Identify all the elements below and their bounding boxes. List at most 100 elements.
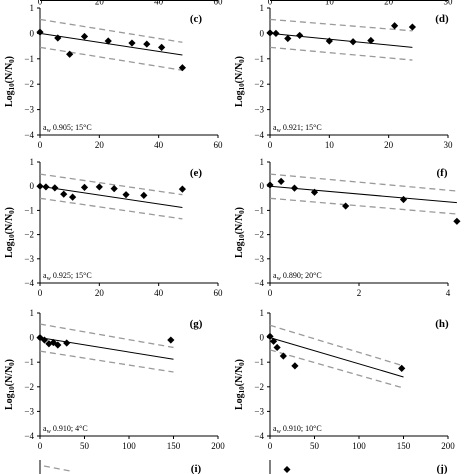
- data-point: [290, 184, 299, 192]
- data-point: [296, 31, 304, 40]
- data-point: [42, 183, 50, 191]
- model-fit-line: [269, 32, 413, 48]
- data-point: [277, 177, 285, 185]
- data-point: [178, 185, 186, 193]
- y-tick-label: 1: [260, 308, 265, 318]
- data-point: [143, 40, 151, 48]
- data-point: [266, 332, 274, 340]
- data-point: [391, 22, 399, 30]
- x-tick-label: 0: [268, 441, 273, 451]
- model-fit-line: [39, 32, 183, 56]
- data-point: [122, 191, 130, 199]
- panel-label-i: (i): [191, 463, 202, 474]
- y-tick-label: 1: [260, 157, 265, 167]
- y-tick-label: −2: [24, 230, 34, 240]
- y-axis-label: Log10(N/N0): [4, 359, 16, 410]
- panel-label: (e): [190, 167, 203, 179]
- y-axis-label: Log10(N/N0): [234, 359, 246, 410]
- data-point: [178, 64, 186, 72]
- upper-confidence-line: [39, 323, 174, 349]
- y-tick-label: −2: [254, 79, 264, 89]
- x-tick-label: 0: [38, 140, 43, 150]
- y-tick-label: 0: [30, 181, 35, 191]
- data-point: [54, 341, 62, 349]
- lower-confidence-line: [39, 197, 183, 220]
- y-tick-label: −1: [24, 357, 34, 367]
- data-point: [399, 195, 408, 204]
- x-tick-label: 4: [446, 288, 451, 298]
- data-point: [272, 29, 280, 37]
- panel-label: (h): [435, 318, 449, 330]
- model-fit-line: [269, 185, 457, 204]
- x-tick-label: 200: [441, 441, 455, 451]
- x-tick-label: 10: [325, 140, 335, 150]
- y-tick-label: −4: [24, 431, 34, 441]
- y-tick-label: 1: [30, 3, 35, 13]
- data-point: [69, 193, 77, 201]
- data-point: [266, 181, 274, 189]
- data-point: [310, 188, 319, 196]
- model-fit-line: [39, 185, 183, 208]
- condition-annotation: aw 0.910; 10°C: [273, 424, 322, 435]
- x-tick-label: 20: [95, 288, 105, 298]
- x-tick-label: 60: [214, 140, 224, 150]
- x-tick-label: 40: [154, 140, 164, 150]
- data-point: [342, 202, 350, 210]
- data-point: [128, 39, 136, 47]
- y-axis-label: Log10(N/N0): [234, 56, 246, 107]
- y-tick-label: 0: [30, 28, 35, 38]
- y-tick-label: −3: [24, 254, 34, 264]
- x-tick-label: 40: [154, 288, 164, 298]
- y-tick-label: −3: [254, 254, 264, 264]
- panel-label: (g): [190, 318, 203, 330]
- y-tick-label: −1: [254, 357, 264, 367]
- data-point: [325, 37, 333, 45]
- data-point: [95, 183, 103, 191]
- data-point: [273, 343, 281, 352]
- upper-confidence-line: [39, 173, 183, 196]
- x-tick-label: 2: [357, 288, 362, 298]
- condition-annotation: aw 0.905; 15°C: [43, 123, 92, 134]
- y-tick-label: −1: [254, 205, 264, 215]
- data-point: [80, 183, 89, 192]
- data-point: [36, 182, 44, 190]
- upper-confidence-line: [269, 324, 404, 367]
- x-tick-label: 20: [95, 140, 105, 150]
- top-strip-tick-label: 40: [154, 0, 164, 6]
- y-tick-label: 1: [30, 157, 35, 167]
- data-point: [49, 338, 57, 347]
- x-tick-label: 60: [214, 288, 224, 298]
- x-tick-label: 100: [352, 441, 366, 451]
- upper-confidence-line: [269, 173, 457, 192]
- x-tick-label: 0: [268, 288, 273, 298]
- lower-confidence-line: [39, 350, 174, 373]
- lower-confidence-line: [269, 197, 457, 215]
- top-strip-tick-label: 10: [325, 0, 335, 6]
- y-axis-label: Log10(N/N0): [4, 207, 16, 258]
- panel-label-j: (j): [437, 463, 448, 474]
- x-tick-label: 0: [268, 140, 273, 150]
- x-tick-label: 200: [211, 441, 225, 451]
- y-axis-label: Log10(N/N0): [4, 56, 16, 107]
- y-tick-label: −4: [24, 278, 34, 288]
- panel-label: (c): [190, 13, 203, 25]
- data-point: [158, 43, 166, 51]
- y-axis-label: Log10(N/N0): [234, 207, 246, 258]
- x-tick-label: 30: [444, 140, 454, 150]
- data-point: [51, 184, 59, 192]
- y-tick-label: 1: [260, 3, 265, 13]
- x-tick-label: 50: [310, 441, 320, 451]
- y-tick-label: 0: [30, 333, 35, 343]
- y-tick-label: −4: [254, 130, 264, 140]
- data-point: [291, 362, 299, 370]
- y-tick-label: −4: [254, 278, 264, 288]
- y-tick-label: −1: [24, 205, 34, 215]
- data-point: [349, 38, 357, 46]
- x-tick-label: 150: [167, 441, 181, 451]
- lower-confidence-line: [269, 349, 404, 389]
- y-tick-label: −2: [24, 79, 34, 89]
- x-tick-label: 20: [384, 140, 394, 150]
- data-point: [110, 185, 118, 193]
- top-strip-tick-label: 20: [384, 0, 394, 6]
